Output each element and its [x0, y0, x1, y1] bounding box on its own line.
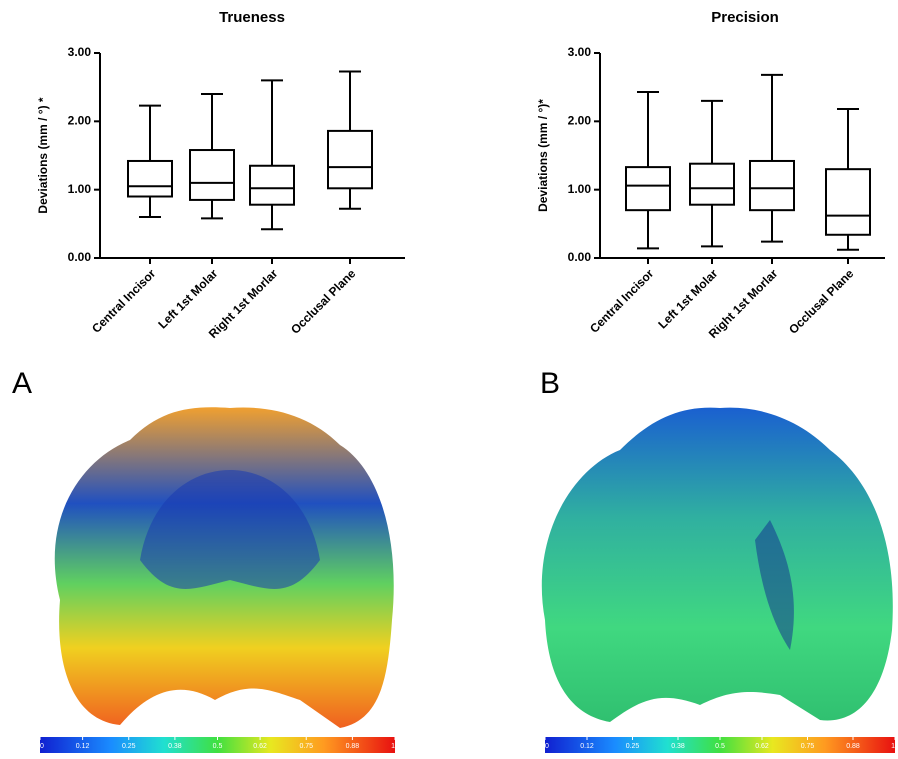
y-axis-label: Deviations (mm / °)* [536, 99, 550, 212]
color-bar-label: 0.5 [715, 743, 725, 750]
chart-title: Trueness [219, 9, 285, 26]
color-bar-label: 0.62 [253, 743, 267, 750]
scan-image [542, 408, 893, 722]
panel-label: B [540, 367, 560, 400]
box [626, 167, 670, 210]
x-tick-label: Occlusal Plane [786, 266, 857, 337]
y-tick-label: 1.00 [568, 182, 592, 196]
color-bar-label: 0.25 [122, 743, 136, 750]
box [690, 164, 734, 205]
figure: Trueness Deviations (mm / °) * 0.00 1.00 2.0… [0, 0, 898, 759]
color-bar-label: 0.38 [168, 743, 182, 750]
y-tick-label: 0.00 [568, 250, 592, 264]
x-tick-label: Central Incisor [587, 266, 657, 336]
color-bar-label: 0.75 [299, 743, 313, 750]
x-tick-label: Left 1st Molar [155, 266, 220, 331]
color-bar-label: 0.62 [755, 743, 769, 750]
color-bar-label: 0.12 [580, 743, 594, 750]
color-bar-label: 0.88 [846, 743, 860, 750]
color-bar-label: 0 [40, 743, 44, 750]
color-bar-label: 0 [545, 743, 549, 750]
box [826, 169, 870, 235]
y-tick-label: 0.00 [68, 250, 92, 264]
x-tick-label: Central Incisor [89, 266, 159, 336]
color-bar-label: 0.88 [346, 743, 360, 750]
color-bar-label: 0.75 [801, 743, 815, 750]
color-bar-label: 1 [891, 743, 895, 750]
box [128, 161, 172, 197]
box [328, 131, 372, 188]
chart-title: Precision [711, 9, 779, 26]
y-axis-label: Deviations (mm / °) * [36, 97, 50, 213]
y-tick-label: 3.00 [68, 45, 92, 59]
color-bar-label: 1 [391, 743, 395, 750]
color-bar-label: 0.12 [76, 743, 90, 750]
color-bar-label: 0.5 [213, 743, 223, 750]
box [250, 166, 294, 205]
y-tick-label: 2.00 [568, 114, 592, 128]
x-tick-label: Left 1st Molar [655, 266, 720, 331]
color-bar-label: 0.25 [626, 743, 640, 750]
box [190, 150, 234, 200]
y-tick-label: 3.00 [568, 45, 592, 59]
color-bar-label: 0.38 [671, 743, 685, 750]
y-tick-label: 1.00 [68, 182, 92, 196]
x-tick-label: Occlusal Plane [288, 266, 359, 337]
panel-label: A [12, 367, 32, 400]
y-tick-label: 2.00 [68, 114, 92, 128]
box [750, 161, 794, 210]
